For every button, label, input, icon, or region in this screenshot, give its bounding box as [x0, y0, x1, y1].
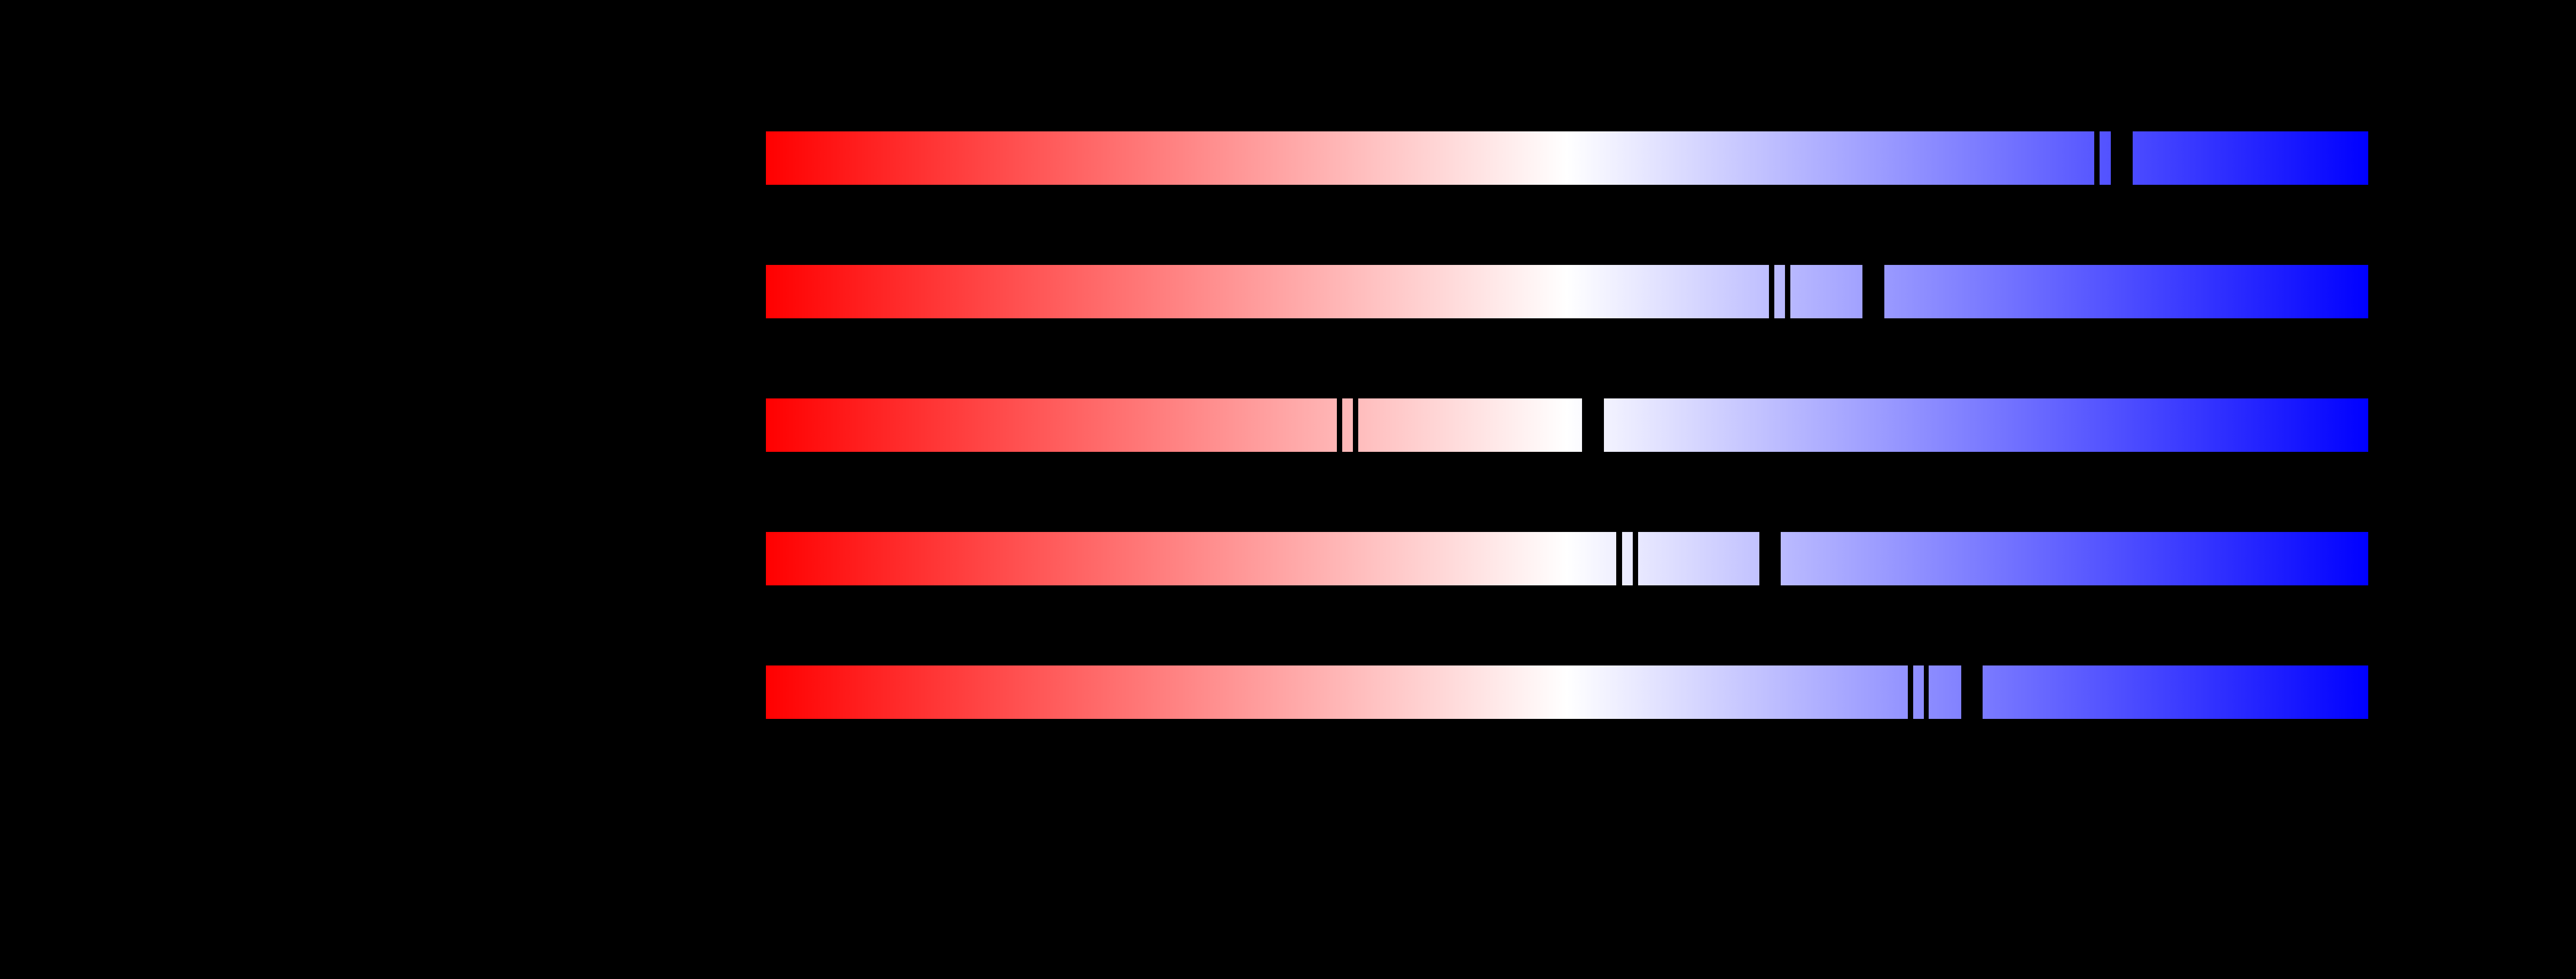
strip-1-thick-marker [2111, 131, 2133, 185]
gradient-strip-1 [766, 131, 2368, 185]
strip-4-thin-marker [1633, 532, 1638, 585]
strip-4-thin-marker [1616, 532, 1622, 585]
strip-2-thick-marker [1862, 265, 1884, 318]
strip-5-thin-marker [1908, 665, 1913, 719]
strip-1-thin-marker [2094, 131, 2100, 185]
strip-4-thick-marker [1759, 532, 1781, 585]
strip-5-thin-marker [1924, 665, 1929, 719]
strip-3-thin-marker [1353, 398, 1358, 452]
gradient-strip-3 [766, 398, 2368, 452]
strip-2-thin-marker [1785, 265, 1790, 318]
strip-5-thick-marker [1961, 665, 1983, 719]
strip-3-thick-marker [1582, 398, 1604, 452]
gradient-strip-4 [766, 532, 2368, 585]
gradient-strip-5 [766, 665, 2368, 719]
strip-3-thin-marker [1337, 398, 1342, 452]
strip-2-thin-marker [1769, 265, 1774, 318]
gradient-strip-2 [766, 265, 2368, 318]
